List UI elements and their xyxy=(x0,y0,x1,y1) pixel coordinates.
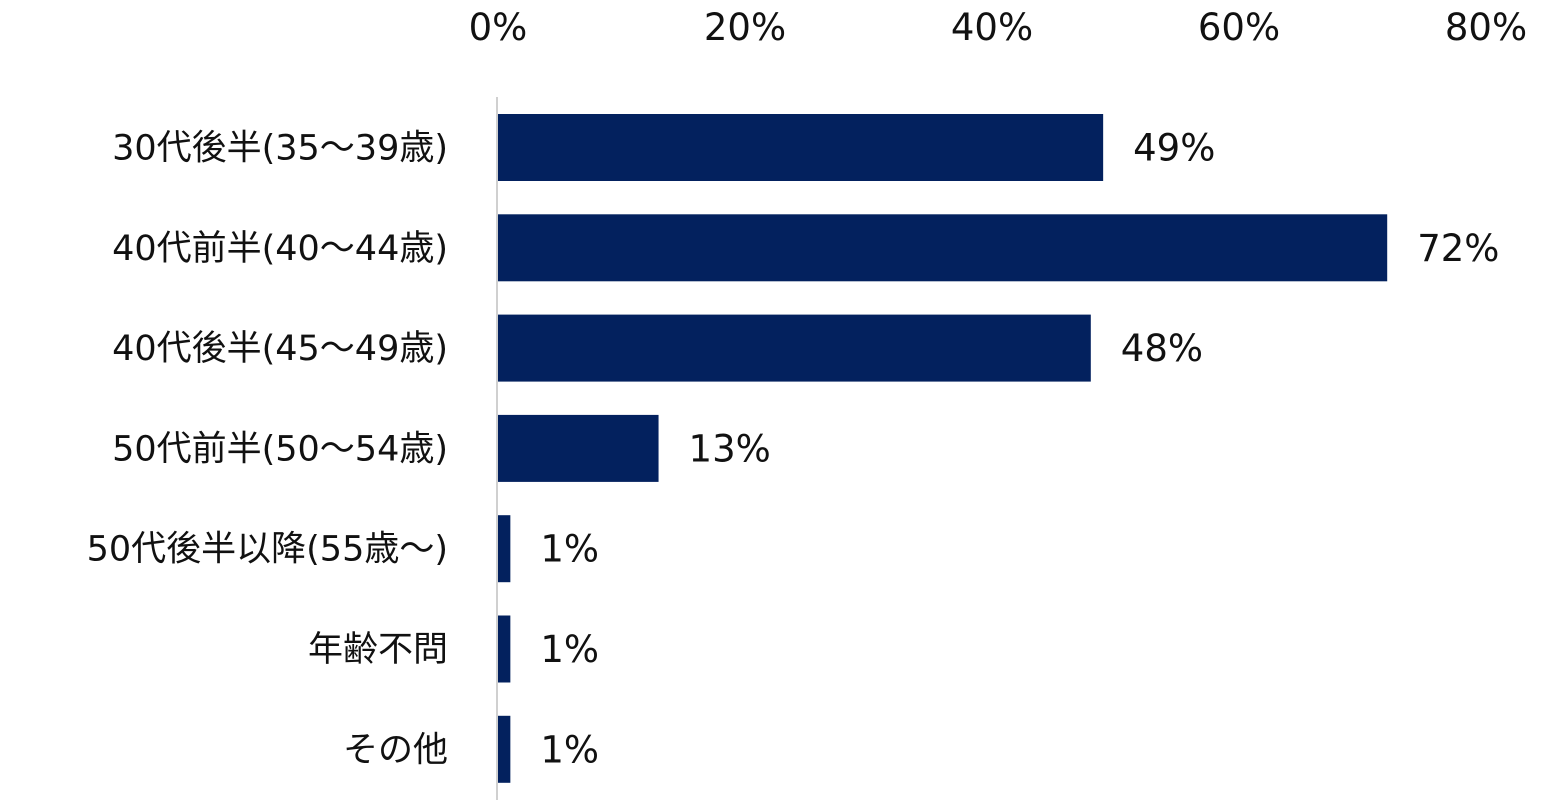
data-label: 13% xyxy=(689,427,771,470)
data-labels: 49% 72% 48% 13% 1% 1% 1% xyxy=(540,127,1499,772)
category-label: 30代後半(35～39歳) xyxy=(112,129,448,169)
data-label: 1% xyxy=(540,528,599,571)
category-label: 50代前半(50～54歳) xyxy=(112,429,448,469)
bar xyxy=(498,515,511,583)
category-label: 50代後半以降(55歳～) xyxy=(87,530,448,570)
bar xyxy=(498,314,1091,382)
category-label: その他 xyxy=(343,730,448,770)
bar xyxy=(498,615,511,683)
category-label: 年齢不問 xyxy=(308,630,448,670)
data-label: 49% xyxy=(1133,127,1215,170)
x-tick-label: 20% xyxy=(704,6,786,49)
x-axis-ticks: 0% 20% 40% 60% 80% xyxy=(469,6,1527,49)
bar xyxy=(498,214,1388,282)
bar xyxy=(498,114,1104,181)
x-tick-label: 80% xyxy=(1445,6,1527,49)
data-label: 1% xyxy=(540,728,599,771)
data-label: 48% xyxy=(1121,327,1203,370)
bars xyxy=(498,114,1388,783)
category-label: 40代前半(40～44歳) xyxy=(112,229,448,269)
x-tick-label: 0% xyxy=(469,6,528,49)
x-tick-label: 40% xyxy=(951,6,1033,49)
x-tick-label: 60% xyxy=(1198,6,1280,49)
bar xyxy=(498,715,511,783)
category-label: 40代後半(45～49歳) xyxy=(112,329,448,369)
category-labels: 30代後半(35～39歳) 40代前半(40～44歳) 40代後半(45～49歳) 5… xyxy=(87,129,448,771)
bar xyxy=(498,414,659,482)
data-label: 1% xyxy=(540,628,599,671)
data-label: 72% xyxy=(1417,227,1499,270)
